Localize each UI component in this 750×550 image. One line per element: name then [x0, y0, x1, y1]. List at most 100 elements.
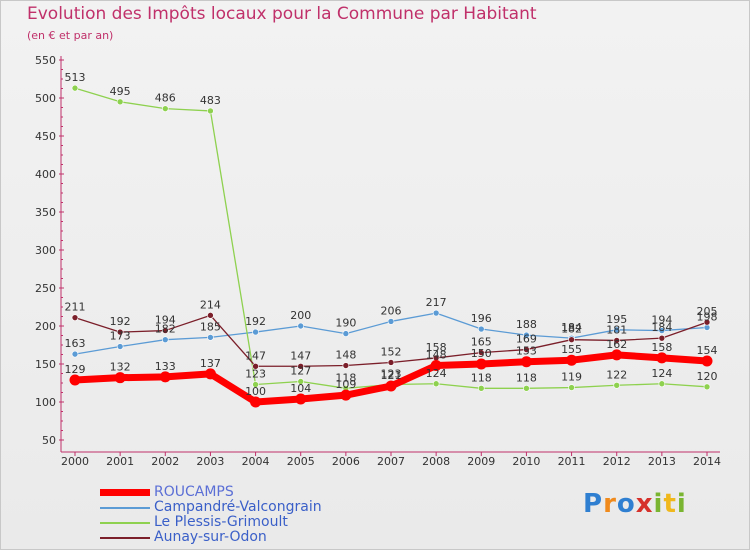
data-label: 194: [651, 314, 672, 327]
data-label: 495: [110, 85, 131, 98]
logo-letter: r: [603, 489, 617, 519]
data-point: [703, 383, 711, 391]
data-label: 132: [110, 361, 131, 374]
page-title: Evolution des Impôts locaux pour la Comm…: [27, 4, 537, 24]
data-label: 162: [606, 338, 627, 351]
y-tick-label: 350: [35, 206, 56, 219]
data-label: 486: [155, 92, 176, 105]
x-tick-label: 2012: [603, 455, 631, 468]
data-point: [613, 381, 621, 389]
legend-label: Aunay-sur-Odon: [154, 529, 267, 545]
data-point: [297, 378, 305, 385]
chart-series: [69, 84, 713, 408]
data-point: [523, 346, 530, 353]
logo-letter: i: [676, 489, 687, 519]
data-label: 158: [426, 341, 447, 354]
x-tick-label: 2003: [196, 455, 224, 468]
data-label: 148: [426, 349, 447, 362]
data-label: 217: [426, 296, 447, 309]
data-point: [523, 331, 530, 339]
data-label: 147: [245, 349, 266, 362]
y-tick-label: 50: [42, 434, 56, 447]
data-point: [477, 325, 485, 333]
logo-letter: x: [635, 489, 654, 519]
legend-swatch: [100, 506, 150, 509]
data-point: [520, 356, 532, 368]
data-label: 192: [110, 315, 131, 328]
data-label: 192: [245, 315, 266, 328]
legend-item-roucamps: ROUCAMPS: [100, 485, 322, 500]
x-tick-label: 2000: [61, 455, 89, 468]
data-point: [701, 355, 713, 367]
data-point: [342, 362, 350, 369]
data-point: [207, 312, 214, 319]
data-point: [297, 322, 305, 330]
data-point: [385, 380, 397, 392]
data-label: 184: [561, 321, 582, 334]
data-point: [613, 337, 621, 344]
data-point: [340, 389, 352, 401]
data-label: 513: [65, 71, 86, 84]
data-label: 188: [516, 318, 537, 331]
data-label: 119: [561, 371, 582, 384]
data-label: 148: [335, 349, 356, 362]
y-tick-label: 150: [35, 358, 56, 371]
data-label: 182: [155, 323, 176, 336]
data-point: [387, 318, 395, 325]
data-label: 147: [290, 349, 311, 362]
data-point: [71, 314, 79, 321]
data-point: [611, 349, 623, 361]
legend-swatch: [100, 521, 150, 524]
data-label: 123: [245, 368, 266, 381]
data-label: 206: [381, 304, 402, 317]
data-label: 124: [651, 367, 672, 380]
data-point: [250, 396, 262, 408]
data-label: 118: [335, 371, 356, 384]
data-point: [658, 327, 666, 334]
data-point: [387, 359, 395, 366]
x-tick-label: 2001: [106, 455, 134, 468]
data-point: [297, 362, 305, 370]
legend-item-aunay-sur-odon: Aunay-sur-Odon: [100, 530, 322, 545]
data-label: 198: [697, 311, 718, 324]
data-label: 127: [290, 364, 311, 377]
data-label: 194: [155, 314, 176, 327]
x-tick-label: 2013: [648, 455, 676, 468]
x-tick-label: 2008: [422, 455, 450, 468]
x-tick-label: 2004: [242, 455, 270, 468]
data-point: [566, 354, 578, 366]
data-label: 173: [110, 330, 131, 343]
data-label: 154: [697, 344, 718, 357]
data-label: 118: [471, 371, 492, 384]
legend-label: ROUCAMPS: [154, 484, 234, 500]
x-tick-label: 2014: [693, 455, 721, 468]
y-tick-label: 100: [35, 396, 56, 409]
page-subtitle: (en € et par an): [27, 29, 114, 42]
legend-swatch: [100, 536, 150, 539]
data-label: 123: [381, 368, 402, 381]
data-point: [159, 371, 171, 383]
data-label: 211: [65, 301, 86, 314]
data-label: 150: [471, 347, 492, 360]
logo-letter: o: [616, 489, 636, 519]
data-point: [430, 360, 442, 372]
data-point: [207, 334, 214, 341]
data-label: 137: [200, 357, 221, 370]
chart-data-labels: 129 132 133 137 100 104 109 121 148 150 153 155 162 1…: [65, 71, 718, 398]
chart-legend: ROUCAMPS Campandré-Valcongrain Le Plessi…: [100, 485, 322, 545]
data-label: 121: [381, 369, 402, 382]
data-point: [703, 318, 711, 326]
data-point: [658, 334, 666, 342]
data-label: 120: [697, 370, 718, 383]
data-point: [161, 336, 169, 343]
x-tick-label: 2009: [467, 455, 495, 468]
data-label: 165: [471, 336, 492, 349]
data-point: [71, 350, 79, 358]
data-point: [116, 343, 124, 350]
legend-label: Le Plessis-Grimoult: [154, 514, 288, 530]
data-label: 158: [651, 341, 672, 354]
data-point: [69, 374, 81, 386]
data-point: [252, 381, 259, 388]
